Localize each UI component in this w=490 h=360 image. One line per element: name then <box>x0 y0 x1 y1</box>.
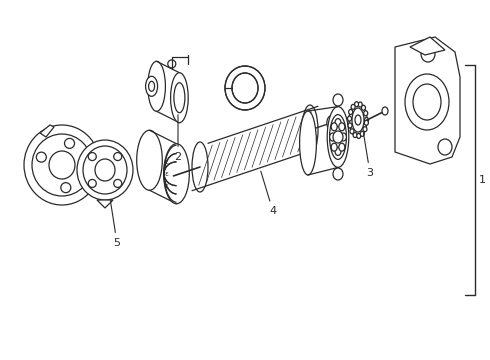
Ellipse shape <box>335 118 341 127</box>
Ellipse shape <box>360 131 364 136</box>
Ellipse shape <box>299 111 317 175</box>
Ellipse shape <box>362 105 366 110</box>
Ellipse shape <box>363 127 367 132</box>
Ellipse shape <box>83 146 127 194</box>
Ellipse shape <box>114 153 122 161</box>
Ellipse shape <box>355 115 361 125</box>
Ellipse shape <box>65 138 74 148</box>
Ellipse shape <box>77 140 133 200</box>
Ellipse shape <box>95 159 115 181</box>
Ellipse shape <box>355 102 359 107</box>
Ellipse shape <box>174 83 185 113</box>
Ellipse shape <box>352 108 364 132</box>
Ellipse shape <box>330 114 346 159</box>
Ellipse shape <box>114 179 122 188</box>
Ellipse shape <box>348 123 352 128</box>
Ellipse shape <box>32 134 92 196</box>
Text: ε: ε <box>165 159 169 165</box>
Ellipse shape <box>148 61 166 111</box>
Polygon shape <box>97 200 113 208</box>
Polygon shape <box>410 37 445 55</box>
Ellipse shape <box>421 46 435 62</box>
Text: 3: 3 <box>364 133 373 178</box>
Polygon shape <box>395 37 460 164</box>
Ellipse shape <box>353 132 357 138</box>
Ellipse shape <box>78 168 88 178</box>
Ellipse shape <box>405 74 449 130</box>
Ellipse shape <box>333 131 343 143</box>
Ellipse shape <box>350 129 354 134</box>
Ellipse shape <box>339 123 345 131</box>
Ellipse shape <box>88 179 96 188</box>
Ellipse shape <box>365 120 368 125</box>
Ellipse shape <box>438 139 452 155</box>
Ellipse shape <box>364 111 368 116</box>
Ellipse shape <box>49 151 75 179</box>
Ellipse shape <box>148 81 155 91</box>
Ellipse shape <box>146 76 158 96</box>
Text: ε: ε <box>165 171 169 177</box>
Text: 2: 2 <box>174 115 182 162</box>
Ellipse shape <box>333 168 343 180</box>
Ellipse shape <box>349 109 353 114</box>
Ellipse shape <box>339 143 345 151</box>
Text: ε: ε <box>165 183 169 189</box>
Polygon shape <box>40 125 54 137</box>
Text: 4: 4 <box>261 171 276 216</box>
Ellipse shape <box>331 123 337 131</box>
Ellipse shape <box>331 143 337 151</box>
Ellipse shape <box>137 130 162 190</box>
Ellipse shape <box>36 152 47 162</box>
Ellipse shape <box>351 104 355 109</box>
Ellipse shape <box>349 103 367 137</box>
Ellipse shape <box>192 142 208 192</box>
Ellipse shape <box>225 66 265 110</box>
Ellipse shape <box>302 105 318 155</box>
Ellipse shape <box>347 116 351 121</box>
Ellipse shape <box>171 73 188 123</box>
Ellipse shape <box>341 133 346 141</box>
Ellipse shape <box>164 144 189 204</box>
Ellipse shape <box>358 102 362 107</box>
Text: 1: 1 <box>479 175 486 185</box>
Ellipse shape <box>333 94 343 106</box>
Ellipse shape <box>232 73 258 103</box>
Text: 5: 5 <box>110 201 121 248</box>
Ellipse shape <box>335 147 341 156</box>
Ellipse shape <box>382 107 388 115</box>
Ellipse shape <box>365 117 368 122</box>
Ellipse shape <box>327 107 349 167</box>
Ellipse shape <box>330 133 336 141</box>
Ellipse shape <box>413 84 441 120</box>
Ellipse shape <box>357 134 361 139</box>
Ellipse shape <box>24 125 100 205</box>
Ellipse shape <box>61 183 71 193</box>
Ellipse shape <box>327 116 335 130</box>
Ellipse shape <box>88 153 96 161</box>
